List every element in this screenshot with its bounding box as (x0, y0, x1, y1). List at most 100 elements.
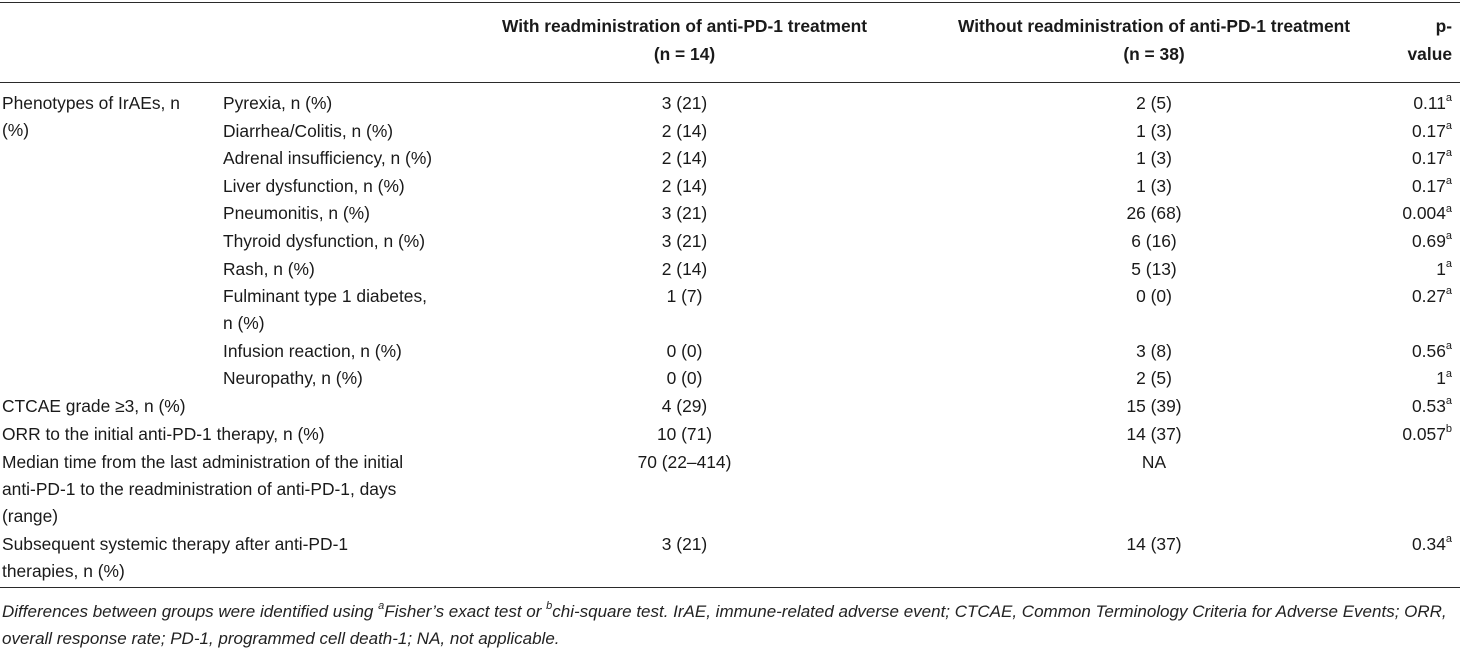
phenotype-label: Pneumonitis, n (%) (223, 200, 370, 227)
p-value-superscript: a (1445, 92, 1452, 105)
with-readministration-value: 2 (14) (661, 175, 708, 196)
row-label-line: Median time from the last administration… (2, 452, 404, 472)
row-label-line: CTCAE grade ≥3, n (%) (2, 396, 186, 416)
with-readministration-value: 1 (7) (666, 286, 703, 307)
row-label: Median time from the last administration… (2, 449, 403, 530)
without-readministration-value: 14 (37) (1126, 424, 1182, 444)
p-value-text: 0.17 (1412, 175, 1446, 196)
p-value-text: 0.11 (1413, 93, 1446, 113)
p-value-text: 0.17 (1412, 148, 1446, 169)
header-without-readministration: Without readministration of anti-PD-1 tr… (957, 16, 1351, 64)
p-value: 0.057b (1396, 421, 1452, 448)
phenotype-label-line: Rash, n (%) (223, 258, 315, 279)
header-with-readministration: With readministration of anti-PD-1 treat… (501, 16, 868, 64)
phenotype-label: Infusion reaction, n (%) (223, 338, 402, 365)
row-label-line: anti-PD-1 to the readministration of ant… (2, 479, 397, 499)
phenotype-label-line: Pyrexia, n (%) (223, 93, 333, 113)
phenotype-label-line: Neuropathy, n (%) (223, 368, 363, 389)
p-value: 0.27a (1396, 283, 1452, 310)
phenotype-label-line: Adrenal insufficiency, n (%) (223, 148, 433, 169)
p-value-superscript: a (1445, 257, 1452, 270)
p-value-text: 1 (1436, 258, 1446, 279)
header-bottom-rule (0, 82, 1460, 83)
phenotype-label: Pyrexia, n (%) (223, 90, 332, 117)
p-value: 1a (1396, 365, 1452, 392)
row-label-line: therapies, n (%) (2, 561, 125, 581)
p-value-text: 0.53 (1412, 396, 1446, 416)
phenotype-label: Thyroid dysfunction, n (%) (223, 228, 425, 255)
p-value: 0.11a (1396, 90, 1452, 117)
table-top-rule (0, 2, 1460, 3)
with-readministration-value: 3 (21) (661, 231, 708, 251)
without-readministration-value: 26 (68) (1126, 203, 1182, 224)
phenotype-label-line: Fulminant type 1 diabetes, (223, 286, 427, 307)
with-readministration-value: 0 (0) (666, 368, 703, 389)
p-value-superscript: a (1445, 119, 1452, 132)
p-value-superscript: a (1445, 285, 1452, 298)
without-readministration-value: 2 (5) (1136, 93, 1172, 113)
row-label: ORR to the initial anti-PD-1 therapy, n … (2, 421, 325, 448)
with-readministration-value: 2 (14) (661, 120, 708, 141)
p-value-text: 0.17 (1412, 120, 1446, 141)
phenotype-label: Adrenal insufficiency, n (%) (223, 145, 432, 172)
header-p-value: p- value (1407, 16, 1452, 64)
phenotype-label-line: Diarrhea/Colitis, n (%) (223, 120, 394, 141)
p-value: 0.17a (1396, 173, 1452, 200)
p-value-superscript: a (1445, 147, 1452, 160)
with-readministration-value: 70 (22–414) (637, 452, 732, 472)
without-readministration-value: 0 (0) (1136, 286, 1172, 307)
with-readministration-value: 2 (14) (661, 148, 708, 169)
with-readministration-value: 0 (0) (666, 340, 703, 361)
p-value-superscript: a (1445, 340, 1452, 352)
p-value-superscript: a (1445, 533, 1452, 546)
row-label: Subsequent systemic therapy after anti-P… (2, 531, 348, 585)
phenotype-label-line: Thyroid dysfunction, n (%) (223, 231, 426, 251)
table-footnote: Differences between groups were identifi… (2, 600, 1447, 648)
without-readministration-value: 3 (8) (1136, 340, 1172, 361)
row-label-line: ORR to the initial anti-PD-1 therapy, n … (2, 424, 325, 444)
phenotype-label: Liver dysfunction, n (%) (223, 173, 405, 200)
with-readministration-value: 4 (29) (661, 396, 708, 416)
row-label: CTCAE grade ≥3, n (%) (2, 393, 186, 420)
phenotype-label-line: Infusion reaction, n (%) (223, 340, 402, 361)
phenotype-label-line: n (%) (223, 313, 265, 334)
p-value-text: 0.34 (1412, 534, 1446, 554)
with-readministration-value: 2 (14) (661, 258, 708, 279)
without-readministration-value: 14 (37) (1126, 534, 1182, 554)
p-value-superscript: a (1445, 367, 1452, 380)
without-readministration-value: 6 (16) (1131, 231, 1177, 251)
p-value-text: 0.56 (1412, 340, 1446, 361)
without-readministration-value: 1 (3) (1136, 120, 1172, 141)
p-value-superscript: a (1445, 395, 1452, 408)
phenotype-label: Fulminant type 1 diabetes, n (%) (223, 283, 427, 337)
group-label-phenotypes: Phenotypes of IrAEs, n (%) (2, 93, 180, 140)
p-value: 0.56a (1396, 338, 1452, 365)
with-readministration-value: 3 (21) (661, 534, 708, 554)
without-readministration-value: 1 (3) (1136, 175, 1172, 196)
p-value: 1a (1396, 256, 1452, 283)
table-bottom-rule (0, 587, 1460, 588)
p-value: 0.17a (1396, 118, 1452, 145)
p-value-text: 0.27 (1412, 286, 1446, 307)
phenotype-label: Rash, n (%) (223, 256, 315, 283)
with-readministration-value: 10 (71) (656, 424, 713, 444)
p-value: 0.69a (1396, 228, 1452, 255)
with-readministration-value: 3 (21) (661, 203, 708, 224)
phenotype-label: Neuropathy, n (%) (223, 365, 363, 392)
without-readministration-value: 15 (39) (1126, 396, 1182, 416)
phenotype-label-line: Pneumonitis, n (%) (223, 203, 370, 224)
without-readministration-value: 5 (13) (1131, 258, 1177, 279)
row-label-line: (range) (2, 506, 59, 526)
p-value-superscript: a (1445, 230, 1452, 243)
without-readministration-value: 2 (5) (1136, 368, 1172, 389)
p-value: 0.34a (1396, 531, 1452, 558)
p-value-superscript: a (1445, 202, 1452, 215)
p-value: 0.17a (1396, 145, 1452, 172)
p-value-text: 1 (1436, 368, 1446, 389)
without-readministration-value: NA (1141, 452, 1167, 472)
phenotype-label-line: Liver dysfunction, n (%) (223, 175, 405, 196)
p-value-text: 0.004 (1402, 203, 1446, 224)
p-value: 0.53a (1396, 393, 1452, 420)
without-readministration-value: 1 (3) (1136, 148, 1172, 169)
with-readministration-value: 3 (21) (661, 93, 708, 113)
